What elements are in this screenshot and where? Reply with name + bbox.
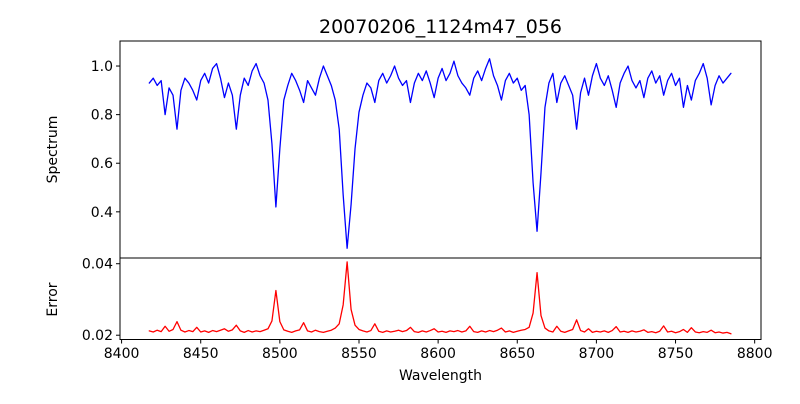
spectrum-y-tick-label: 0.6 (91, 156, 113, 172)
x-tick-label: 8500 (262, 346, 298, 362)
x-tick-label: 8550 (341, 346, 377, 362)
x-tick-label: 8450 (183, 346, 219, 362)
spectrum-y-tick-label: 1.0 (91, 59, 113, 75)
spectrum-y-axis-label: Spectrum (45, 116, 61, 184)
x-axis-label: Wavelength (399, 368, 482, 384)
x-tick-label: 8400 (104, 346, 140, 362)
error-y-tick-label: 0.02 (82, 328, 113, 344)
spectrum-series-line (148, 58, 732, 249)
x-tick-label: 8700 (579, 346, 615, 362)
axes-layer: 1.0 0.8 0.6 0.4 0.04 0.02 8400 8450 8500 8550 8600… (82, 40, 773, 362)
error-panel-border (119, 257, 762, 340)
error-y-tick-label: 0.04 (82, 257, 113, 273)
error-y-axis-label: Error (45, 282, 61, 316)
x-tick-label: 8750 (658, 346, 694, 362)
series-layer (148, 58, 732, 335)
x-tick-label: 8800 (737, 346, 773, 362)
chart-title: 20070206_1124m47_056 (319, 16, 562, 38)
x-tick-label: 8600 (420, 346, 456, 362)
spectrum-y-tick-label: 0.4 (91, 205, 113, 221)
spectrum-y-tick-label: 0.8 (91, 108, 113, 124)
error-series-line (148, 261, 732, 335)
x-tick-label: 8650 (499, 346, 535, 362)
